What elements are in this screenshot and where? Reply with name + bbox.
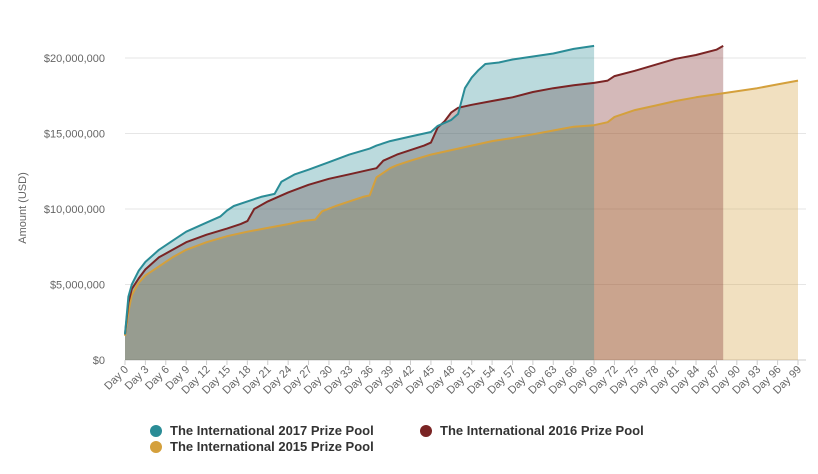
legend-marker-2015: [150, 440, 162, 453]
legend-item-2015[interactable]: The International 2015 Prize Pool: [150, 439, 374, 454]
legend-label-2016: The International 2016 Prize Pool: [440, 423, 644, 438]
y-tick-label: $5,000,000: [50, 280, 105, 292]
area-layer: [125, 45, 798, 361]
y-tick-label: $10,000,000: [44, 204, 105, 216]
y-tick-label: $15,000,000: [44, 129, 105, 141]
line-2016: [124, 45, 724, 335]
y-axis-title: Amount (USD): [17, 172, 29, 244]
line-2015: [124, 79, 799, 336]
legend-marker-2016: [420, 424, 432, 437]
y-tick-label: $20,000,000: [44, 53, 105, 65]
line-2017: [124, 44, 595, 335]
legend-item-2016[interactable]: The International 2016 Prize Pool: [420, 423, 644, 438]
legend: The International 2017 Prize Pool The In…: [150, 421, 710, 461]
area-2017: [125, 45, 595, 361]
legend-label-2015: The International 2015 Prize Pool: [170, 439, 374, 454]
grid-layer: [125, 57, 806, 361]
legend-marker-2017: [150, 424, 162, 437]
area-2016: [125, 45, 724, 361]
line-layer: [124, 44, 799, 336]
legend-label-2017: The International 2017 Prize Pool: [170, 423, 374, 438]
y-tick-label: $0: [93, 355, 105, 367]
legend-item-2017[interactable]: The International 2017 Prize Pool: [150, 423, 374, 438]
area-2015: [125, 80, 798, 360]
